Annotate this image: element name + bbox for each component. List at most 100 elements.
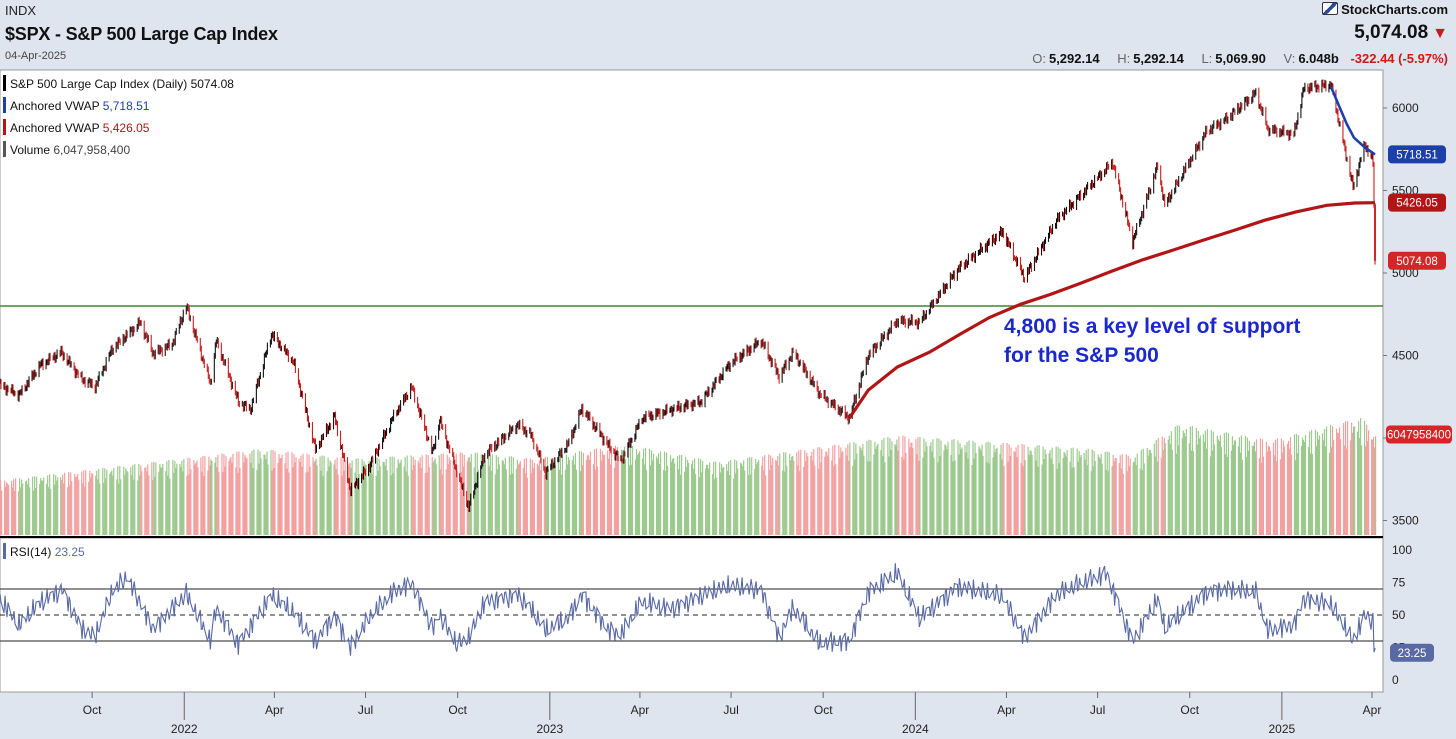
volume-bar: [91, 473, 93, 535]
volume-bar: [1281, 452, 1284, 535]
volume-bar: [744, 470, 746, 535]
volume-bar: [922, 457, 924, 535]
volume-bar: [558, 469, 561, 535]
volume-bar: [1057, 446, 1059, 535]
volume-bar: [1115, 457, 1117, 535]
month-tick-label: Oct: [448, 703, 467, 717]
volume-bar: [669, 455, 672, 535]
volume-bar: [364, 464, 366, 535]
volume-bar: [1030, 450, 1032, 535]
volume-bar: [536, 463, 538, 535]
volume-bar: [201, 471, 203, 535]
volume-bar: [1295, 433, 1298, 535]
volume-bar: [1300, 445, 1303, 535]
volume-bar: [522, 467, 524, 535]
volume-bar: [1080, 454, 1082, 535]
volume-bar: [601, 451, 604, 535]
volume-bar: [1204, 430, 1206, 535]
volume-bar: [931, 451, 933, 535]
volume-bar: [47, 475, 49, 535]
volume-bar: [1072, 447, 1074, 535]
volume-bar: [572, 455, 575, 535]
volume-bar: [891, 441, 893, 535]
volume-bar: [118, 483, 120, 535]
volume-bar: [905, 453, 907, 535]
volume-bar: [463, 454, 465, 535]
volume-bar: [532, 468, 534, 535]
volume-bar: [229, 458, 231, 535]
volume-bar: [1101, 463, 1103, 535]
volume-bar: [491, 454, 493, 535]
legend-vwap-blue: Anchored VWAP 5,718.51: [10, 99, 150, 113]
volume-bar: [340, 457, 342, 535]
volume-bar: [453, 456, 455, 535]
volume-bar: [994, 452, 996, 535]
volume-bar: [750, 474, 752, 535]
volume-bar: [889, 438, 891, 535]
volume-bar: [1198, 438, 1200, 535]
volume-bar: [771, 464, 773, 535]
volume-bar: [691, 464, 693, 535]
brand-logo[interactable]: StockCharts.com: [1322, 2, 1448, 17]
volume-bar: [41, 480, 43, 535]
volume-bar: [552, 461, 554, 535]
volume-bar: [75, 477, 77, 535]
volume-bar: [116, 479, 118, 535]
time-axis: Oct Apr Jul Oct Apr Jul Oct Apr Jul Oct Apr 2022 202…: [83, 692, 1381, 736]
volume-bar: [686, 467, 688, 535]
volume-bar: [662, 469, 665, 535]
volume-bar: [917, 437, 919, 535]
volume-bar: [832, 445, 834, 535]
value-tags: 5718.51 5426.05 5074.08 6047958400 23.25: [1386, 145, 1452, 662]
volume-bar: [599, 448, 602, 535]
volume-bar: [1238, 437, 1240, 535]
volume-bar: [40, 478, 42, 535]
volume-bar: [544, 456, 546, 535]
volume-bar: [1367, 430, 1370, 535]
volume-bar: [952, 461, 954, 535]
volume-bar: [951, 439, 953, 535]
volume-bar: [1100, 453, 1102, 535]
month-tick-label: Apr: [265, 703, 284, 717]
volume-bar: [818, 468, 820, 535]
volume-bar: [1364, 446, 1367, 535]
volume-bar: [1056, 468, 1058, 535]
volume-bar: [943, 450, 945, 535]
volume-bar: [204, 455, 206, 535]
volume-bar: [487, 457, 489, 535]
price-tick-label: 6000: [1392, 101, 1419, 115]
volume-bar: [322, 476, 324, 535]
volume-bar: [543, 474, 545, 535]
volume-bar: [723, 467, 725, 535]
volume-bar: [474, 452, 476, 535]
volume-bar: [22, 483, 24, 535]
volume-bar: [910, 442, 912, 535]
volume-bar: [775, 459, 777, 535]
volume-bar: [343, 470, 345, 535]
volume-bar: [1192, 451, 1194, 535]
volume-bar: [918, 460, 920, 535]
volume-bar: [571, 460, 574, 535]
volume-bar: [1324, 446, 1327, 535]
volume-bar: [1094, 461, 1096, 535]
volume-bar: [1206, 429, 1208, 535]
volume-bar: [1126, 471, 1128, 535]
volume-bar: [133, 479, 135, 535]
tag-price-text: 5074.08: [1396, 256, 1438, 268]
volume-bar: [1181, 438, 1183, 535]
anchored-vwap-red-line: [847, 201, 1376, 420]
volume-bar: [1274, 439, 1277, 535]
volume-bar: [996, 447, 998, 535]
volume-bar: [614, 445, 617, 535]
volume-bar: [1085, 450, 1087, 535]
volume-bar: [671, 458, 674, 535]
volume-bar: [495, 455, 497, 535]
volume-bar: [1254, 451, 1257, 535]
rsi-series: [0, 563, 1383, 656]
volume-bar: [1226, 456, 1228, 535]
volume-bar: [426, 472, 428, 535]
volume-bar: [1273, 455, 1276, 535]
volume-bar: [208, 456, 210, 535]
volume-bar: [1000, 444, 1002, 535]
